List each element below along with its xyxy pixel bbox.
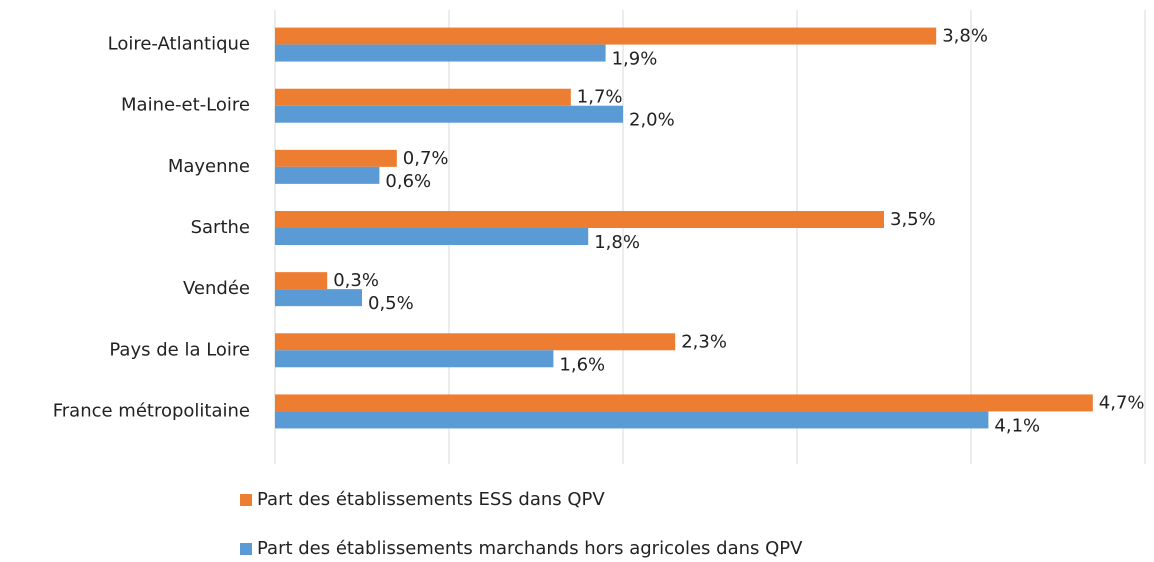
bar bbox=[275, 350, 554, 368]
data-label: 0,3% bbox=[333, 270, 379, 291]
data-label: 0,5% bbox=[368, 293, 414, 314]
bar bbox=[275, 88, 571, 106]
data-label: 4,7% bbox=[1099, 392, 1145, 413]
y-tick-label: Pays de la Loire bbox=[109, 339, 250, 360]
data-label: 1,6% bbox=[559, 354, 605, 375]
bar bbox=[275, 333, 676, 351]
bar bbox=[275, 411, 989, 429]
bar bbox=[275, 27, 937, 45]
y-tick-label: Maine-et-Loire bbox=[121, 95, 250, 116]
legend-swatch bbox=[240, 494, 252, 506]
bar bbox=[275, 394, 1093, 412]
bar bbox=[275, 44, 606, 62]
legend-label: Part des établissements marchands hors a… bbox=[257, 538, 803, 559]
y-tick-label: Loire-Atlantique bbox=[108, 34, 250, 55]
data-label: 2,0% bbox=[629, 110, 675, 131]
bar bbox=[275, 272, 328, 290]
y-tick-label: Mayenne bbox=[168, 156, 250, 177]
data-label: 3,5% bbox=[890, 209, 936, 230]
data-label: 4,1% bbox=[994, 415, 1040, 436]
data-label: 3,8% bbox=[942, 26, 988, 47]
legend-swatch bbox=[240, 543, 252, 555]
bar bbox=[275, 289, 362, 307]
data-label: 0,6% bbox=[385, 171, 431, 192]
data-label: 1,9% bbox=[612, 49, 658, 70]
y-tick-label: Sarthe bbox=[191, 217, 250, 238]
y-tick-label: Vendée bbox=[183, 278, 250, 299]
legend-label: Part des établissements ESS dans QPV bbox=[257, 489, 605, 510]
data-label: 2,3% bbox=[681, 331, 727, 352]
bar bbox=[275, 166, 380, 184]
bar bbox=[275, 105, 623, 123]
bar bbox=[275, 149, 397, 167]
bar bbox=[275, 228, 589, 245]
bar bbox=[275, 211, 884, 228]
data-label: 1,8% bbox=[594, 232, 640, 253]
data-label: 0,7% bbox=[403, 148, 449, 169]
y-tick-label: France métropolitaine bbox=[53, 400, 250, 421]
data-label: 1,7% bbox=[577, 87, 623, 108]
